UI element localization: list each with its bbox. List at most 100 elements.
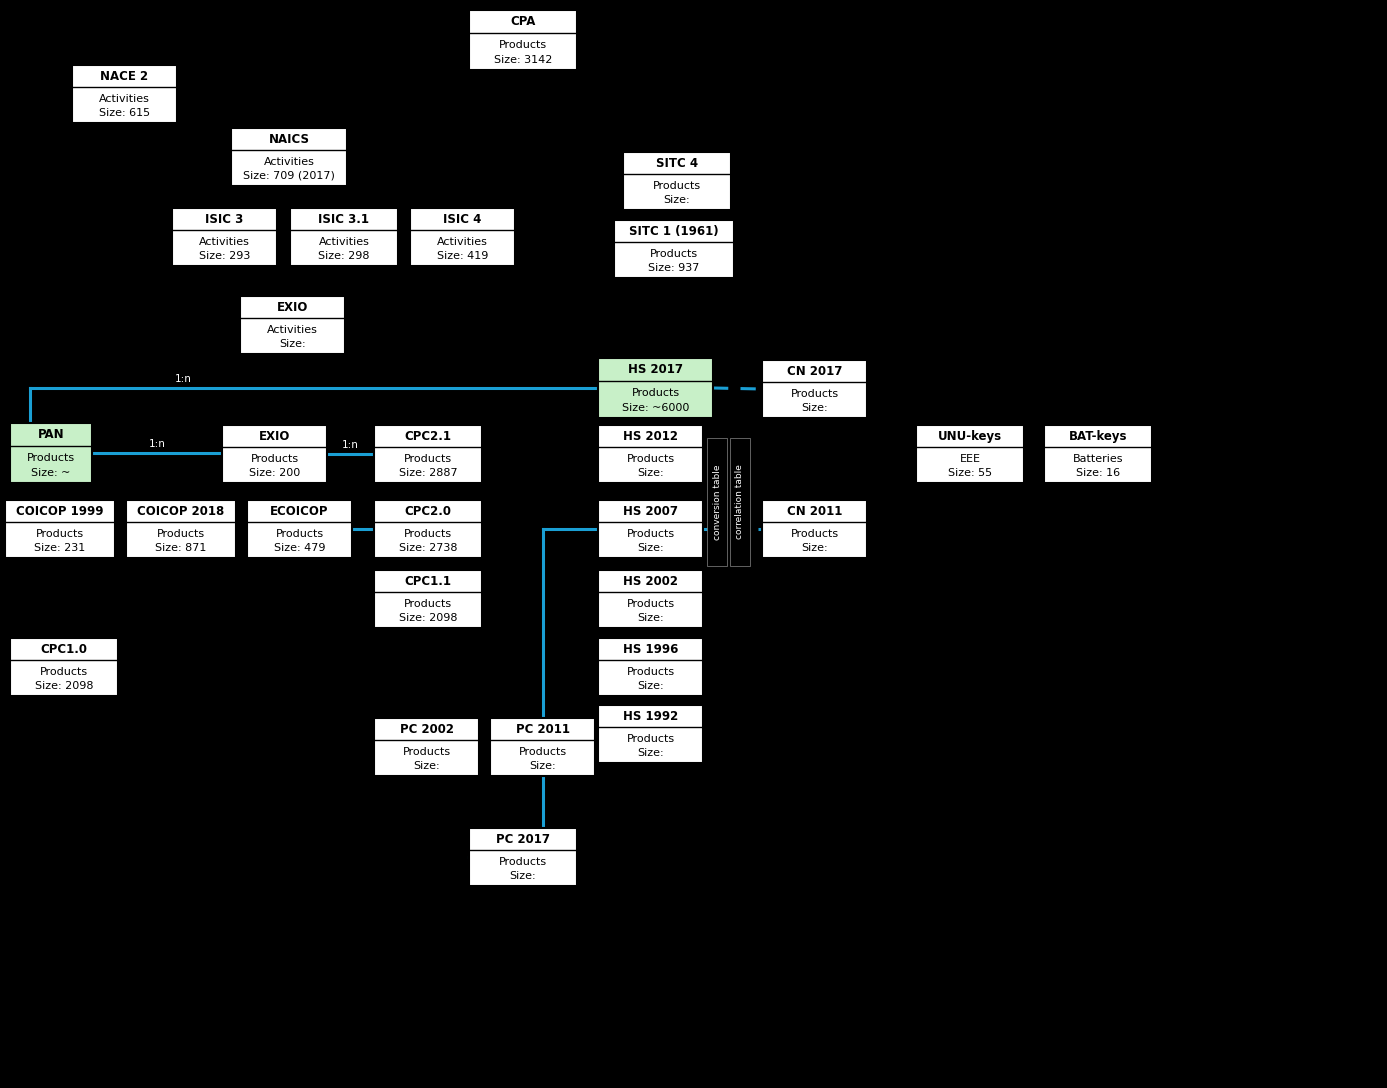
Text: Size:: Size: (637, 681, 664, 691)
Text: ISIC 3.1: ISIC 3.1 (319, 212, 369, 225)
Bar (469, 828, 577, 886)
Bar (222, 425, 327, 483)
Text: 1:n: 1:n (343, 440, 359, 450)
Text: Products: Products (402, 746, 451, 756)
Bar (290, 208, 398, 265)
Text: Products: Products (627, 667, 674, 677)
Text: Batteries: Batteries (1072, 454, 1123, 463)
Text: Size: 2098: Size: 2098 (35, 681, 93, 691)
Bar (240, 296, 345, 354)
Text: ISIC 3: ISIC 3 (205, 212, 244, 225)
Text: conversion table: conversion table (713, 465, 721, 540)
Text: Products: Products (499, 39, 546, 50)
Text: HS 2007: HS 2007 (623, 505, 678, 518)
Text: Products: Products (157, 529, 205, 539)
Text: CPC2.1: CPC2.1 (405, 430, 452, 443)
Bar (598, 500, 703, 558)
Text: Products: Products (653, 181, 700, 190)
Text: Products: Products (499, 856, 546, 866)
Text: PC 2011: PC 2011 (516, 722, 570, 735)
Text: PC 2017: PC 2017 (497, 832, 551, 845)
Text: 1:n: 1:n (148, 438, 165, 449)
Text: HS 2017: HS 2017 (628, 363, 682, 375)
Text: Products: Products (651, 248, 698, 259)
Bar (10, 423, 92, 483)
Text: Activities: Activities (200, 236, 250, 247)
Bar (72, 65, 178, 123)
Text: HS 1996: HS 1996 (623, 643, 678, 655)
Text: Products: Products (404, 598, 452, 608)
Text: Activities: Activities (319, 236, 369, 247)
Text: Size:: Size: (802, 403, 828, 413)
Text: Size:: Size: (664, 195, 691, 205)
Bar (126, 500, 236, 558)
Text: CN 2017: CN 2017 (786, 364, 842, 378)
Text: Size: 2738: Size: 2738 (398, 543, 458, 553)
Text: Size: 871: Size: 871 (155, 543, 207, 553)
Text: Size:: Size: (637, 543, 664, 553)
Bar (490, 718, 595, 776)
Bar (1044, 425, 1153, 483)
Bar (623, 152, 731, 210)
Bar (374, 425, 483, 483)
Text: Size:: Size: (530, 761, 556, 771)
Text: Products: Products (404, 454, 452, 463)
Text: EEE: EEE (960, 454, 981, 463)
Text: PC 2002: PC 2002 (399, 722, 454, 735)
Text: Size: 3142: Size: 3142 (494, 54, 552, 64)
Text: Products: Products (627, 454, 674, 463)
Text: Size:: Size: (637, 613, 664, 623)
Text: Size: 231: Size: 231 (35, 543, 86, 553)
Text: Size:: Size: (279, 339, 305, 349)
Text: Products: Products (791, 388, 839, 398)
Text: CPC2.0: CPC2.0 (405, 505, 452, 518)
Text: COICOP 1999: COICOP 1999 (17, 505, 104, 518)
Text: Size: 937: Size: 937 (648, 263, 699, 273)
Text: EXIO: EXIO (259, 430, 290, 443)
Bar (10, 638, 118, 696)
Text: Size:: Size: (802, 543, 828, 553)
Bar (707, 438, 727, 566)
Text: Products: Products (276, 529, 323, 539)
Bar (598, 425, 703, 483)
Text: Products: Products (791, 529, 839, 539)
Text: Size:: Size: (413, 761, 440, 771)
Bar (247, 500, 352, 558)
Bar (374, 500, 483, 558)
Text: Products: Products (26, 453, 75, 462)
Bar (172, 208, 277, 265)
Text: HS 2012: HS 2012 (623, 430, 678, 443)
Text: Activities: Activities (264, 157, 315, 166)
Text: Products: Products (251, 454, 298, 463)
Text: BAT-keys: BAT-keys (1069, 430, 1128, 443)
Bar (232, 128, 347, 186)
Text: Activities: Activities (437, 236, 488, 247)
Text: PAN: PAN (37, 428, 64, 441)
Text: Size: 2887: Size: 2887 (398, 468, 458, 478)
Bar (761, 500, 867, 558)
Text: Size: ~: Size: ~ (32, 468, 71, 478)
Text: Activities: Activities (98, 94, 150, 103)
Text: HS 1992: HS 1992 (623, 709, 678, 722)
Text: Size: 55: Size: 55 (947, 468, 992, 478)
Text: Size:: Size: (637, 468, 664, 478)
Text: Products: Products (627, 529, 674, 539)
Text: SITC 1 (1961): SITC 1 (1961) (630, 224, 718, 237)
Text: UNU-keys: UNU-keys (938, 430, 1001, 443)
Text: Size: 709 (2017): Size: 709 (2017) (243, 171, 334, 181)
Text: Products: Products (627, 733, 674, 743)
Text: Activities: Activities (268, 324, 318, 334)
Bar (915, 425, 1024, 483)
Text: Size: 200: Size: 200 (248, 468, 300, 478)
Text: 1:n: 1:n (175, 374, 191, 384)
Text: Products: Products (40, 667, 87, 677)
Text: EXIO: EXIO (277, 300, 308, 313)
Text: ISIC 4: ISIC 4 (444, 212, 481, 225)
Text: CN 2011: CN 2011 (786, 505, 842, 518)
Text: ECOICOP: ECOICOP (270, 505, 329, 518)
Text: CPC1.1: CPC1.1 (405, 574, 452, 588)
Text: Size: 293: Size: 293 (198, 251, 250, 261)
Text: CPA: CPA (510, 15, 535, 28)
Text: Size: 615: Size: 615 (98, 108, 150, 118)
Text: Size: ~6000: Size: ~6000 (621, 403, 689, 412)
